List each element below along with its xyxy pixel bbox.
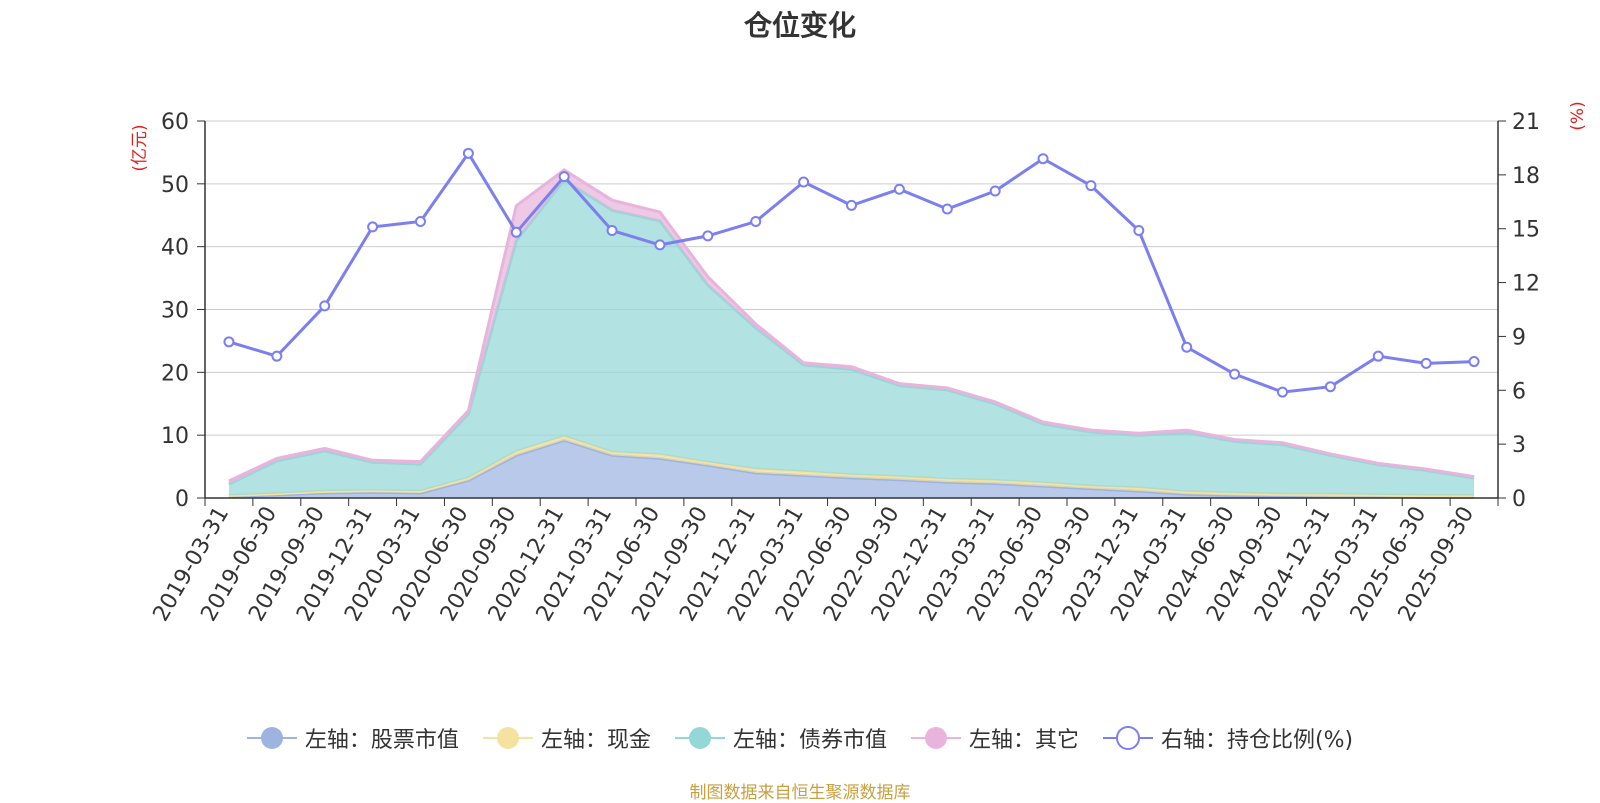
legend-label: 右轴：持仓比例(%) [1160, 728, 1354, 753]
legend-marker-icon [674, 727, 725, 749]
right-tick-label: 12 [1512, 272, 1540, 297]
left-tick-label: 40 [161, 236, 189, 261]
legend-item[interactable]: 左轴：其它 [910, 722, 1079, 754]
legend-label: 左轴：其它 [968, 728, 1079, 753]
legend-marker-icon [1102, 726, 1153, 750]
ratio-point[interactable] [510, 226, 522, 238]
ratio-point[interactable] [654, 239, 666, 251]
ratio-line [223, 147, 1480, 398]
ratio-point[interactable] [846, 199, 857, 211]
ratio-point[interactable] [1085, 180, 1097, 192]
left-tick-label: 60 [161, 110, 189, 135]
legend-label: 左轴：股票市值 [304, 728, 459, 753]
ratio-point[interactable] [702, 230, 714, 242]
ratio-point[interactable] [1037, 153, 1049, 165]
ratio-point[interactable] [223, 336, 235, 348]
ratio-point[interactable] [415, 216, 426, 228]
axes [197, 120, 1506, 506]
ratio-point[interactable] [941, 203, 953, 215]
area-股票市值 [228, 440, 1475, 498]
ratio-point[interactable] [1229, 368, 1241, 380]
ratio-point[interactable] [798, 176, 810, 188]
ratio-line-path [228, 150, 1475, 394]
ratio-point[interactable] [271, 350, 283, 362]
right-axis-unit: (%) [1568, 101, 1588, 130]
legend-marker-icon [482, 727, 533, 749]
ratio-point[interactable] [1181, 341, 1193, 353]
ratio-point[interactable] [606, 225, 618, 237]
chart-title: 仓位变化 [743, 9, 856, 42]
right-tick-label: 3 [1512, 433, 1526, 458]
legend-item[interactable]: 左轴：债券市值 [674, 722, 887, 754]
position-change-chart: 01020304050600369121518212019-03-312019-… [130, 101, 1588, 625]
ratio-point[interactable] [1420, 357, 1432, 369]
legend-marker-icon [910, 727, 961, 749]
ratio-point[interactable] [1372, 350, 1384, 362]
ratio-point[interactable] [558, 171, 570, 183]
ratio-point[interactable] [1133, 225, 1145, 237]
stacked-areas [228, 168, 1475, 499]
ratio-point[interactable] [1324, 381, 1336, 393]
right-tick-label: 0 [1512, 487, 1526, 512]
left-tick-label: 20 [161, 361, 189, 386]
ratio-point[interactable] [367, 221, 379, 233]
left-tick-label: 50 [161, 173, 189, 198]
legend-label: 左轴：债券市值 [732, 728, 887, 753]
ratio-point[interactable] [319, 300, 331, 312]
left-tick-label: 10 [161, 424, 189, 449]
legend-item[interactable]: 左轴：现金 [482, 722, 651, 754]
legend-item[interactable]: 右轴：持仓比例(%) [1102, 722, 1354, 754]
ratio-point[interactable] [1468, 356, 1480, 368]
left-tick-label: 0 [175, 487, 189, 512]
right-tick-label: 15 [1512, 218, 1540, 243]
right-tick-label: 21 [1512, 110, 1540, 135]
legend-marker-icon [246, 727, 297, 749]
ratio-point[interactable] [893, 183, 905, 195]
ratio-point[interactable] [1277, 386, 1288, 398]
legend-item[interactable]: 左轴：股票市值 [246, 722, 459, 754]
left-axis-unit: (亿元) [130, 124, 150, 171]
ratio-point[interactable] [989, 185, 1001, 197]
right-tick-label: 9 [1512, 325, 1526, 350]
area-债券市值 [228, 180, 1475, 496]
area-edge-其它 [228, 168, 1475, 483]
left-tick-label: 30 [161, 299, 189, 324]
source-note: 制图数据来自恒生聚源数据库 [689, 783, 911, 803]
ratio-point[interactable] [750, 216, 762, 228]
right-tick-label: 18 [1512, 164, 1540, 189]
legend-label: 左轴：现金 [540, 728, 651, 753]
ratio-point[interactable] [462, 147, 474, 159]
legend: 左轴：股票市值 左轴：现金 左轴：债券市值 左轴：其它 右轴：持仓比例(%) [0, 718, 1600, 758]
right-tick-label: 6 [1512, 379, 1526, 404]
